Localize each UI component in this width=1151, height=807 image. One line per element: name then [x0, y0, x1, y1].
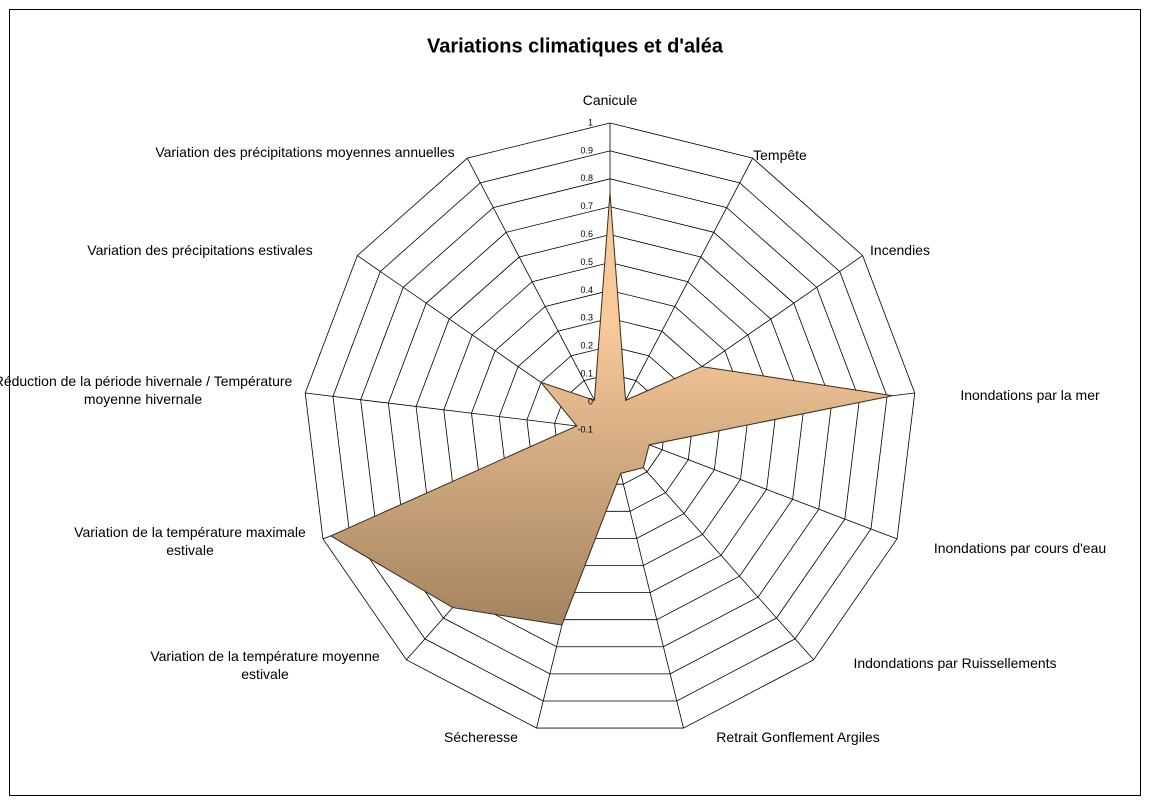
- tick-label: -0.1: [577, 424, 593, 434]
- spoke: [466, 157, 611, 431]
- grid-ring: [471, 290, 749, 566]
- axis-label: Tempête: [753, 147, 807, 163]
- tick-label: 0.7: [580, 201, 593, 211]
- axis-label: Variation des précipitations moyennes an…: [155, 144, 455, 160]
- axis-label: Variation de la température maximale est…: [74, 524, 306, 558]
- axis-label: Retrait Gonflement Argiles: [716, 729, 880, 745]
- spoke: [609, 429, 814, 661]
- tick-label: 0.6: [580, 229, 593, 239]
- axis-label: Inondations par la mer: [960, 387, 1100, 403]
- spoke: [305, 392, 611, 431]
- axis-label: Incendies: [870, 242, 930, 258]
- axis-label: Canicule: [582, 92, 638, 108]
- spoke: [609, 157, 754, 431]
- axis-label: Sécheresse: [444, 729, 518, 745]
- grid-ring: [304, 122, 916, 729]
- spoke: [609, 429, 898, 540]
- grid-ring: [415, 234, 805, 621]
- chart-border: [9, 9, 1141, 796]
- tick-label: 0.9: [580, 145, 593, 155]
- tick-label: 0.3: [580, 313, 593, 323]
- grid-ring: [332, 150, 888, 702]
- axis-label: Réduction de la période hivernale / Temp…: [0, 373, 293, 407]
- axis-label: Indondations par Ruissellements: [853, 655, 1057, 671]
- tick-label: 0.1: [580, 369, 593, 379]
- grid-ring: [387, 206, 833, 648]
- grid-ring: [443, 262, 777, 593]
- tick-label: 0.8: [580, 173, 593, 183]
- tick-label: 0.5: [580, 257, 593, 267]
- grid-ring: [360, 178, 860, 675]
- axis-label: Inondations par cours d'eau: [933, 540, 1107, 556]
- spoke: [609, 429, 684, 729]
- tick-label: 1: [588, 117, 593, 127]
- tick-label: 0: [588, 396, 593, 406]
- chart-title: Variations climatiques et d'aléa: [427, 35, 724, 57]
- axis-label: Variation de la température moyenne esti…: [150, 648, 380, 682]
- radar-area: [329, 192, 893, 626]
- tick-label: 0.4: [580, 285, 593, 295]
- tick-label: 0.2: [580, 341, 593, 351]
- axis-label: Variation des précipitations estivales: [87, 242, 313, 258]
